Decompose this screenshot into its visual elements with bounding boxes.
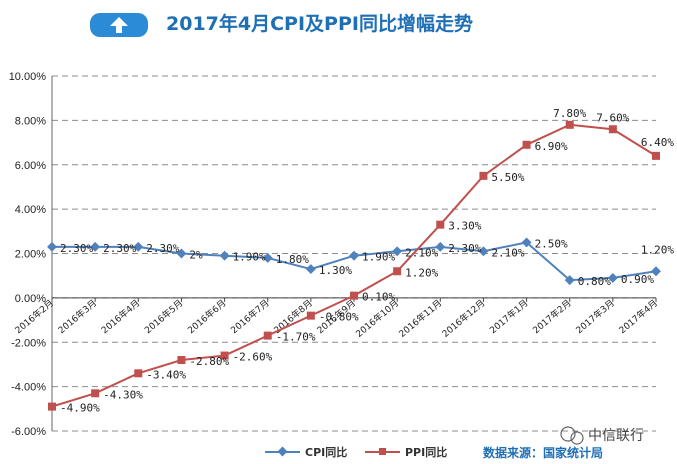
- ppi-point: [436, 220, 445, 229]
- y-tick-label: 0.00%: [15, 293, 46, 305]
- legend-cpi-marker: [277, 446, 288, 457]
- cpi-point: [435, 241, 446, 252]
- cpi-point: [133, 241, 144, 252]
- ppi-data-label: 6.90%: [535, 140, 568, 153]
- series: [47, 120, 661, 411]
- ppi-point: [306, 311, 315, 320]
- cpi-data-label: 0.80%: [578, 275, 611, 288]
- ppi-point: [263, 331, 272, 340]
- cpi-data-label: 2%: [189, 249, 203, 262]
- ppi-data-label: 3.30%: [448, 220, 481, 233]
- ppi-line: [51, 123, 657, 408]
- y-axis: 10.00% 8.00% 6.00% 4.00% 2.00% 0.00% -2.00% -4.…: [9, 71, 53, 438]
- cpi-point: [651, 266, 661, 277]
- ppi-point: [350, 291, 358, 300]
- y-tick-label: -2.00%: [11, 337, 46, 349]
- ppi-data-label: -1.70%: [276, 331, 316, 344]
- x-tick-label: 2017年4月: [616, 297, 659, 336]
- cpi-point: [176, 248, 187, 259]
- cpi-data-label: 2.10%: [405, 246, 438, 259]
- ppi-data-label: 6.40%: [641, 136, 674, 149]
- cpi-data-label: 1.90%: [233, 251, 266, 264]
- cpi-point: [90, 241, 101, 252]
- x-tick-label: 2016年6月: [185, 297, 228, 336]
- ppi-data-label: 5.50%: [491, 171, 524, 184]
- y-tick-label: 4.00%: [15, 204, 46, 216]
- cpi-point: [392, 246, 403, 257]
- cpi-data-label: 0.90%: [621, 273, 654, 286]
- legend-ppi: PPI同比: [405, 445, 447, 459]
- cpi-data-label: 1.20%: [641, 243, 674, 256]
- cpi-point: [564, 275, 575, 286]
- ppi-data-label: -3.40%: [146, 368, 186, 381]
- y-tick-label: 2.00%: [15, 249, 46, 261]
- ppi-point: [91, 389, 100, 398]
- y-tick-label: -4.00%: [11, 382, 46, 394]
- ppi-point: [177, 356, 186, 364]
- ppi-point: [393, 267, 402, 276]
- ppi-point: [220, 351, 229, 360]
- x-tick-label: 2016年12月: [440, 297, 488, 340]
- ppi-data-label: 7.60%: [596, 111, 629, 124]
- cpi-point: [47, 241, 57, 252]
- ppi-data-label: 7.80%: [553, 107, 586, 120]
- x-tick-label: 2016年5月: [142, 297, 185, 336]
- y-tick-label: 10.00%: [9, 71, 47, 83]
- chart-title: 2017年4月CPI及PPI同比增幅走势: [166, 12, 473, 35]
- legend-ppi-marker: [379, 448, 386, 455]
- ppi-data-label: -4.30%: [103, 388, 143, 401]
- grid: [52, 75, 656, 432]
- cpi-point: [521, 237, 532, 248]
- ppi-data-label: 1.20%: [405, 266, 438, 279]
- data-labels: 2.30% 2.30% 2.30% 2% 1.90% 1.80% 1.30% 1.90% 2.1…: [60, 107, 674, 415]
- y-tick-label: 8.00%: [15, 115, 46, 127]
- cpi-point: [607, 272, 618, 283]
- ppi-point: [565, 120, 574, 129]
- ppi-point: [652, 151, 660, 160]
- legend-cpi: CPI同比: [305, 445, 347, 459]
- x-tick-label: 2017年1月: [487, 297, 530, 336]
- y-tick-label: 6.00%: [15, 160, 46, 172]
- cpi-data-label: 2.30%: [448, 242, 481, 255]
- x-tick-label: 2016年7月: [228, 297, 271, 336]
- x-tick-label: 2017年2月: [530, 297, 573, 336]
- y-tick-label: -6.00%: [11, 426, 46, 438]
- cpi-point: [349, 250, 359, 261]
- cpi-data-label: 1.80%: [276, 253, 309, 266]
- watermark-text: 中信联行: [588, 428, 644, 444]
- ppi-data-label: -0.80%: [319, 311, 359, 324]
- header: 2017年4月CPI及PPI同比增幅走势: [90, 12, 473, 37]
- cpi-point: [305, 264, 316, 274]
- ppi-data-label: -2.80%: [189, 355, 229, 368]
- cpi-data-label: 2.10%: [491, 246, 524, 259]
- cpi-point: [262, 252, 273, 263]
- ppi-point: [134, 369, 143, 378]
- ppi-point: [522, 140, 531, 149]
- upload-arrow: [110, 17, 128, 33]
- cpi-point: [478, 246, 489, 257]
- cpi-point: [219, 250, 230, 261]
- cpi-data-label: 2.30%: [146, 242, 179, 255]
- ppi-point: [608, 125, 617, 134]
- cpi-data-label: 1.30%: [319, 264, 352, 277]
- ppi-point: [48, 402, 56, 411]
- x-tick-label: 2016年4月: [99, 297, 142, 336]
- x-tick-label: 2017年3月: [573, 297, 616, 336]
- cpi-data-label: 1.90%: [362, 251, 395, 264]
- cpi-data-label: 2.50%: [535, 237, 568, 250]
- ppi-data-label: 0.10%: [362, 291, 395, 304]
- watermark: 中信联行: [560, 426, 644, 445]
- cpi-data-label: 2.30%: [60, 242, 93, 255]
- ppi-point: [479, 171, 488, 180]
- x-tick-label: 2016年3月: [56, 297, 99, 336]
- cpi-data-label: 2.30%: [103, 242, 136, 255]
- x-tick-label: 2016年11月: [396, 297, 444, 340]
- ppi-data-label: -2.60%: [233, 351, 273, 364]
- ppi-data-label: -4.90%: [60, 402, 100, 415]
- legend: CPI同比 PPI同比: [265, 445, 447, 459]
- source-note: 数据来源：国家统计局: [483, 445, 603, 460]
